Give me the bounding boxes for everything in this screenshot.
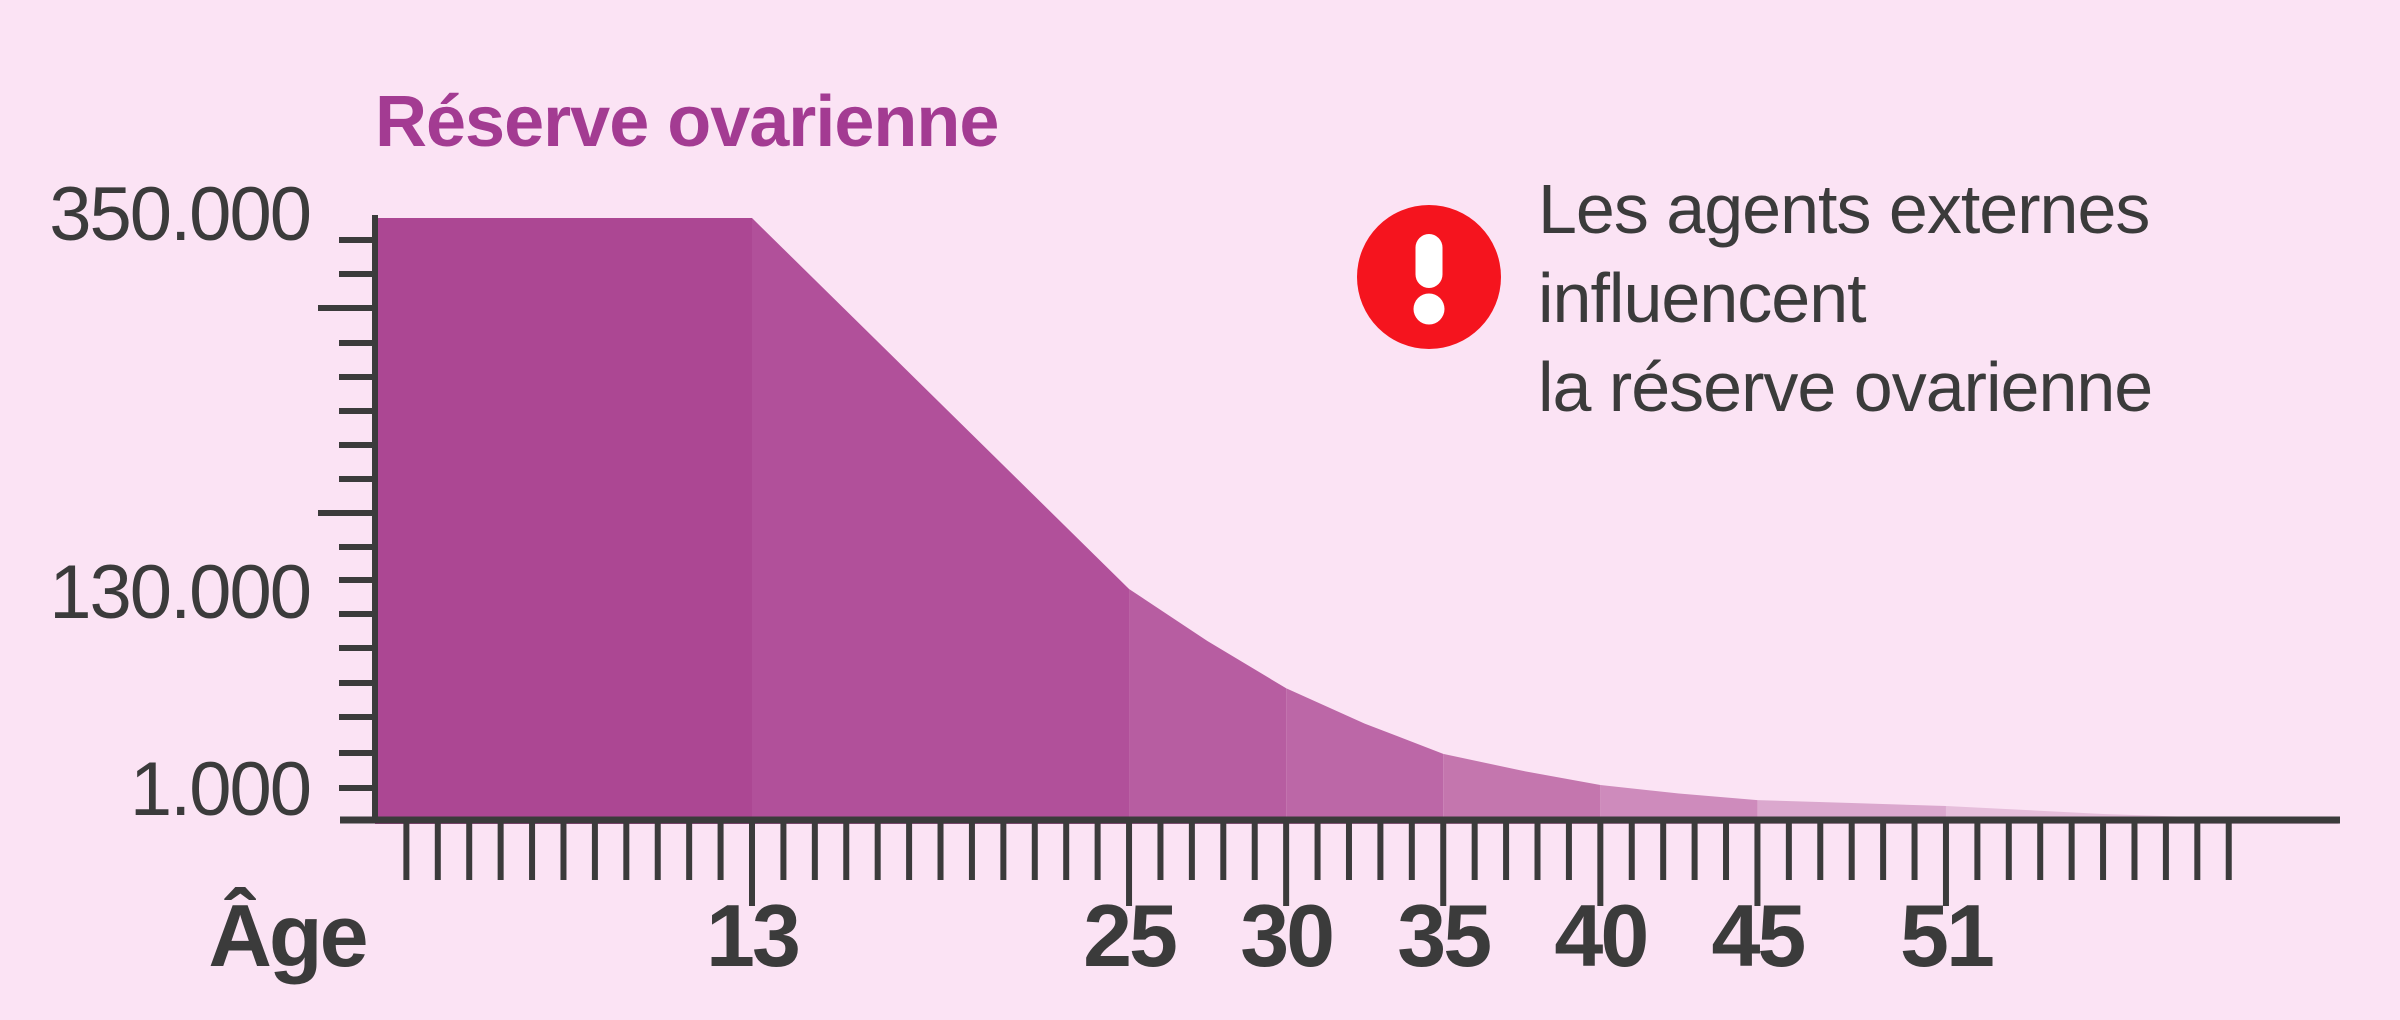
chart-title: Réserve ovarienne	[375, 82, 998, 162]
warning-text: Les agents externes influencent la réserve…	[1538, 170, 2153, 426]
axis-labels: 350.000 130.000 1.000 Âge 13 25 30 35 40 45 51	[49, 172, 1996, 985]
x-axis-label-51: 51	[1900, 886, 1993, 985]
y-axis-label-130000: 130.000	[49, 550, 310, 635]
exclamation-dot	[1413, 293, 1445, 325]
warning-text-line-3: la réserve ovarienne	[1538, 348, 2152, 426]
exclamation-bar	[1415, 234, 1443, 288]
x-axis-label-30: 30	[1240, 886, 1332, 985]
y-axis-label-1000: 1.000	[130, 747, 310, 832]
x-axis-label-25: 25	[1083, 886, 1176, 985]
warning-text-line-2: influencent	[1538, 259, 1866, 337]
y-axis-label-350000: 350.000	[49, 172, 310, 257]
axes	[318, 215, 2340, 906]
x-axis-label-45: 45	[1711, 886, 1804, 985]
warning-annotation: Les agents externes influencent la réserve…	[1357, 170, 2153, 426]
x-axis-label-13: 13	[706, 886, 798, 985]
x-axis-title: Âge	[208, 886, 365, 985]
age-band-1-13	[374, 218, 752, 824]
warning-text-line-1: Les agents externes	[1538, 170, 2149, 248]
x-axis-label-35: 35	[1397, 886, 1490, 985]
x-axis-label-40: 40	[1554, 886, 1646, 985]
